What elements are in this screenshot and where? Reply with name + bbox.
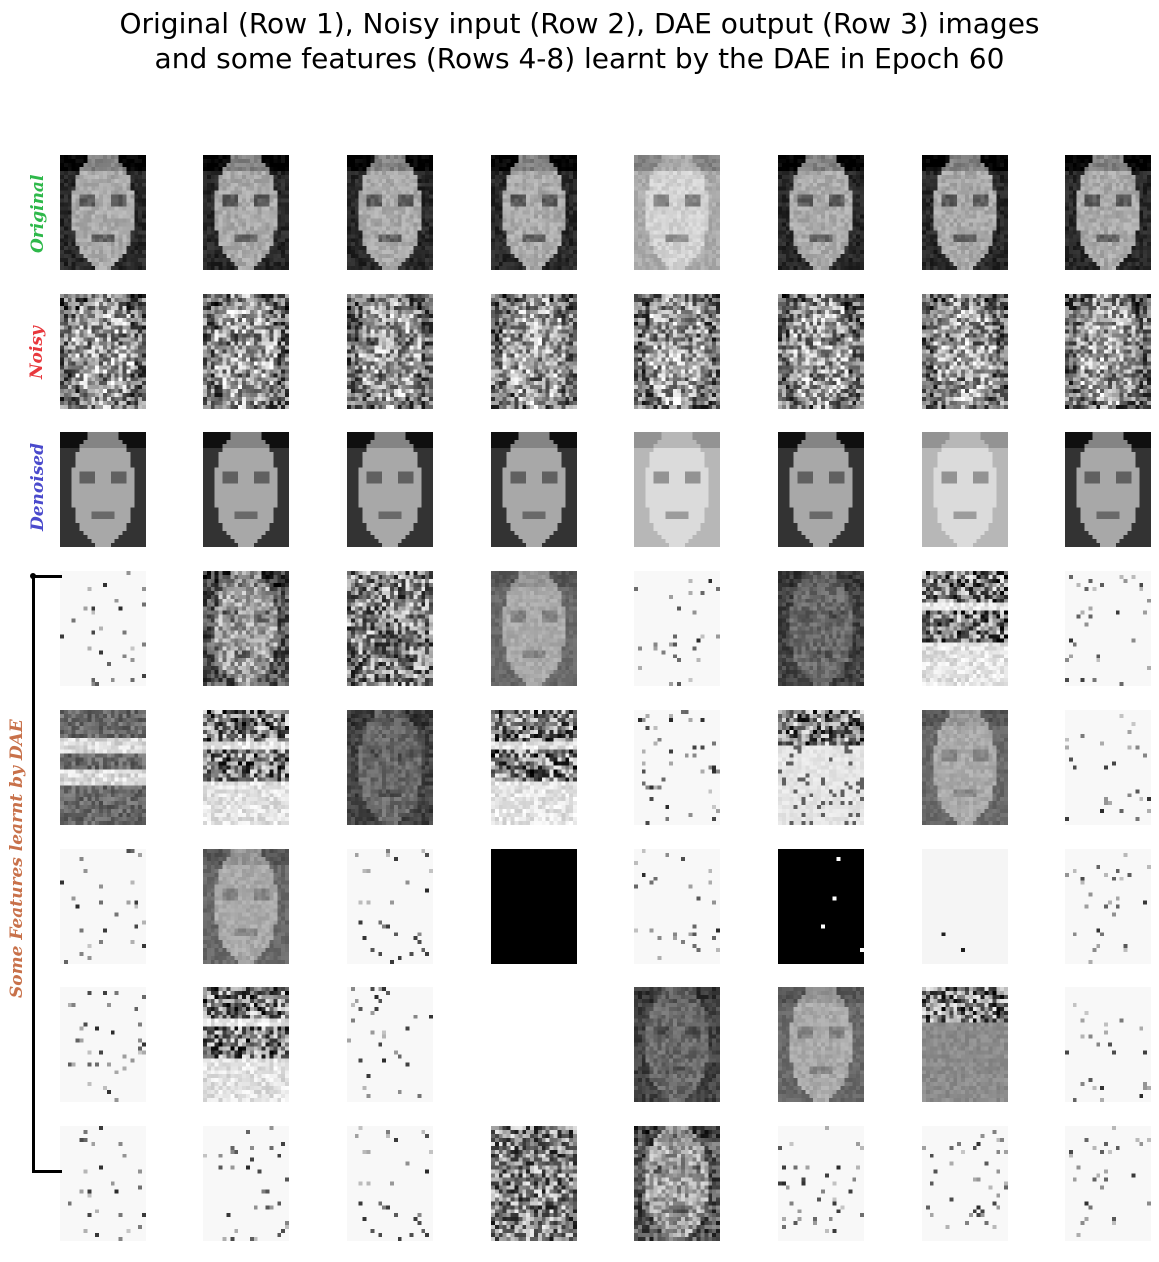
grid-tile-r6-c6 <box>778 849 864 964</box>
grid-tile-r5-c4 <box>491 710 577 825</box>
grid-tile-r5-c2 <box>203 710 289 825</box>
grid-tile-r1-c8 <box>1065 155 1151 270</box>
grid-tile-r2-c7 <box>922 294 1008 409</box>
row-label-features: Some Features learnt by DAE <box>6 719 28 998</box>
grid-tile-r8-c4 <box>491 1126 577 1241</box>
grid-tile-r6-c5 <box>634 849 720 964</box>
grid-tile-r3-c2 <box>203 432 289 547</box>
grid-tile-r3-c5 <box>634 432 720 547</box>
grid-tile-r7-c5 <box>634 987 720 1102</box>
figure-title: Original (Row 1), Noisy input (Row 2), D… <box>0 6 1159 76</box>
grid-tile-r2-c8 <box>1065 294 1151 409</box>
grid-tile-r8-c2 <box>203 1126 289 1241</box>
grid-tile-r7-c7 <box>922 987 1008 1102</box>
grid-tile-r5-c7 <box>922 710 1008 825</box>
grid-tile-r6-c3 <box>347 849 433 964</box>
grid-tile-r2-c4 <box>491 294 577 409</box>
grid-tile-r3-c4 <box>491 432 577 547</box>
row-label-original: Original <box>27 157 49 253</box>
grid-tile-r1-c4 <box>491 155 577 270</box>
grid-tile-r2-c6 <box>778 294 864 409</box>
grid-tile-r1-c5 <box>634 155 720 270</box>
row-label-denoised: Denoised <box>27 425 49 531</box>
grid-tile-r4-c7 <box>922 571 1008 686</box>
grid-tile-r2-c5 <box>634 294 720 409</box>
grid-tile-r4-c2 <box>203 571 289 686</box>
grid-tile-r1-c2 <box>203 155 289 270</box>
grid-tile-r6-c7 <box>922 849 1008 964</box>
grid-tile-r6-c4 <box>491 849 577 964</box>
grid-tile-r5-c5 <box>634 710 720 825</box>
grid-tile-r3-c3 <box>347 432 433 547</box>
grid-tile-r4-c8 <box>1065 571 1151 686</box>
grid-tile-r7-c6 <box>778 987 864 1102</box>
grid-tile-r3-c7 <box>922 432 1008 547</box>
grid-tile-r5-c6 <box>778 710 864 825</box>
title-line-2: and some features (Rows 4-8) learnt by t… <box>0 41 1159 76</box>
row-label-noisy: Noisy <box>26 313 48 379</box>
grid-tile-r4-c5 <box>634 571 720 686</box>
grid-tile-r5-c3 <box>347 710 433 825</box>
grid-tile-r2-c3 <box>347 294 433 409</box>
grid-tile-r7-c2 <box>203 987 289 1102</box>
grid-tile-r1-c6 <box>778 155 864 270</box>
grid-tile-r4-c4 <box>491 571 577 686</box>
grid-tile-r1-c7 <box>922 155 1008 270</box>
grid-tile-r3-c8 <box>1065 432 1151 547</box>
grid-tile-r6-c1 <box>60 849 146 964</box>
grid-tile-r7-c8 <box>1065 987 1151 1102</box>
features-bracket <box>30 573 62 1173</box>
grid-tile-r5-c1 <box>60 710 146 825</box>
grid-tile-r4-c1 <box>60 571 146 686</box>
bracket-dot <box>30 573 36 579</box>
grid-tile-r8-c6 <box>778 1126 864 1241</box>
grid-tile-r8-c8 <box>1065 1126 1151 1241</box>
grid-tile-r2-c2 <box>203 294 289 409</box>
grid-tile-r8-c7 <box>922 1126 1008 1241</box>
grid-tile-r1-c3 <box>347 155 433 270</box>
grid-tile-r8-c5 <box>634 1126 720 1241</box>
grid-tile-r3-c6 <box>778 432 864 547</box>
grid-tile-r5-c8 <box>1065 710 1151 825</box>
grid-tile-r4-c3 <box>347 571 433 686</box>
grid-tile-r8-c3 <box>347 1126 433 1241</box>
grid-tile-r8-c1 <box>60 1126 146 1241</box>
grid-tile-r6-c8 <box>1065 849 1151 964</box>
grid-tile-r4-c6 <box>778 571 864 686</box>
grid-tile-r7-c1 <box>60 987 146 1102</box>
grid-tile-r6-c2 <box>203 849 289 964</box>
grid-tile-r7-c3 <box>347 987 433 1102</box>
grid-tile-r2-c1 <box>60 294 146 409</box>
grid-tile-r7-c4 <box>491 987 577 1102</box>
grid-tile-r3-c1 <box>60 432 146 547</box>
title-line-1: Original (Row 1), Noisy input (Row 2), D… <box>0 6 1159 41</box>
grid-tile-r1-c1 <box>60 155 146 270</box>
